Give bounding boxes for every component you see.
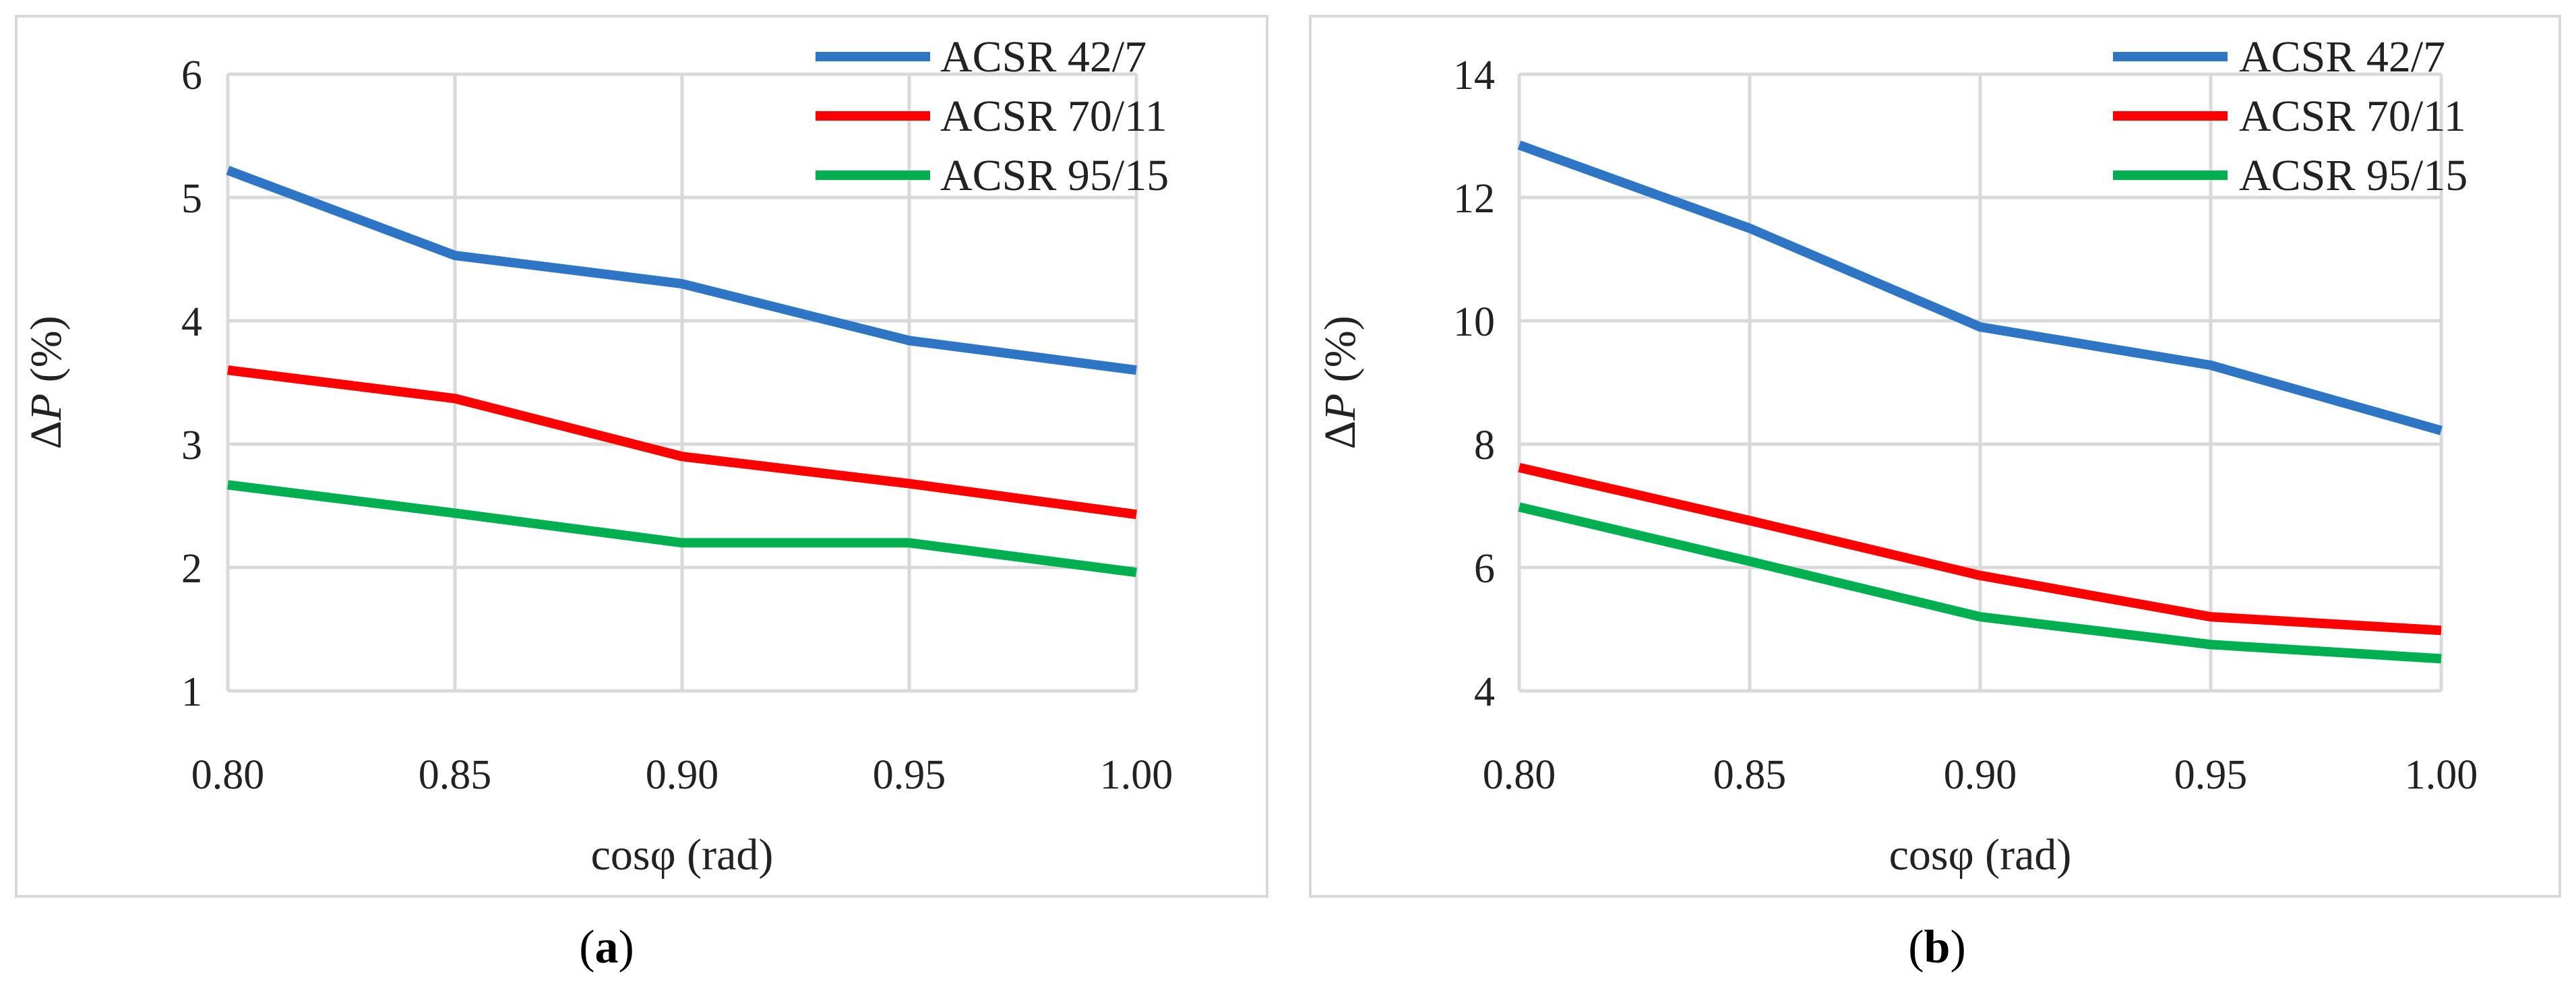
chart-a-caption: (a) bbox=[579, 921, 634, 973]
chart-b-y-axis-title-symbol: P bbox=[1316, 394, 1365, 421]
chart-b-legend-label: ACSR 95/15 bbox=[2239, 151, 2467, 200]
chart-b-xtick-label: 1.00 bbox=[2405, 752, 2478, 798]
chart-a-xtick-label: 0.85 bbox=[419, 752, 492, 798]
chart-a-xtick-label: 0.95 bbox=[873, 752, 946, 798]
chart-b-xtick-label: 0.80 bbox=[1483, 752, 1556, 798]
chart-a-legend-label: ACSR 70/11 bbox=[940, 92, 1167, 141]
chart-a-x-axis-title: cosφ (rad) bbox=[591, 830, 774, 880]
chart-a-ytick-label: 3 bbox=[181, 423, 202, 468]
chart-b-legend: ACSR 42/7 ACSR 70/11 ACSR 95/15 bbox=[2113, 32, 2467, 200]
chart-b-xtick-label: 0.95 bbox=[2174, 752, 2248, 798]
chart-b-xtick-label: 0.85 bbox=[1713, 752, 1787, 798]
chart-a-ytick-label: 5 bbox=[181, 176, 202, 222]
caption-open-paren: ( bbox=[579, 921, 594, 973]
chart-b-ytick-label: 12 bbox=[1453, 176, 1495, 222]
chart-a-ytick-label: 1 bbox=[181, 669, 202, 715]
chart-b-caption: (b) bbox=[1908, 921, 1966, 973]
chart-b-x-axis-title: cosφ (rad) bbox=[1889, 830, 2072, 880]
chart-a-xtick-label: 1.00 bbox=[1100, 752, 1173, 798]
caption-close-paren: ) bbox=[1950, 921, 1965, 973]
chart-a-series-line-2 bbox=[227, 365, 1137, 520]
chart-a-caption-letter: a bbox=[595, 921, 619, 973]
chart-a-legend: ACSR 42/7 ACSR 70/11 ACSR 95/15 bbox=[816, 32, 1169, 200]
chart-a-ytick-label: 4 bbox=[181, 299, 202, 345]
chart-b-ytick-label: 4 bbox=[1474, 669, 1495, 715]
chart-a-legend-label: ACSR 95/15 bbox=[940, 151, 1169, 200]
chart-a-y-axis-title-suffix: (%) bbox=[22, 315, 71, 393]
chart-b-y-axis-title-prefix: Δ bbox=[1316, 421, 1365, 449]
chart-a-ytick-label: 2 bbox=[181, 546, 202, 592]
chart-a-y-axis-title-prefix: Δ bbox=[22, 421, 71, 449]
chart-a-series-line-3 bbox=[227, 480, 1137, 578]
chart-b-legend-label: ACSR 70/11 bbox=[2239, 92, 2466, 141]
chart-a-y-axis-title-symbol: P bbox=[22, 394, 71, 421]
chart-b-ytick-label: 14 bbox=[1453, 53, 1495, 98]
chart-b-caption-letter: b bbox=[1924, 921, 1951, 973]
chart-b-ytick-label: 8 bbox=[1474, 423, 1495, 468]
chart-a-xtick-label: 0.80 bbox=[191, 752, 265, 798]
caption-open-paren: ( bbox=[1908, 921, 1924, 973]
chart-a-xtick-label: 0.90 bbox=[646, 752, 719, 798]
chart-a-y-axis-title: ΔP (%) bbox=[22, 315, 71, 449]
chart-b-legend-label: ACSR 42/7 bbox=[2239, 32, 2445, 82]
chart-b-series-line-1 bbox=[1517, 140, 2443, 435]
chart-b-ytick-label: 6 bbox=[1474, 546, 1495, 592]
chart-a-legend-label: ACSR 42/7 bbox=[940, 32, 1146, 82]
chart-b-y-axis-title: ΔP (%) bbox=[1316, 315, 1365, 449]
chart-b-y-axis-title-suffix: (%) bbox=[1316, 315, 1365, 393]
chart-b-xtick-label: 0.90 bbox=[1944, 752, 2017, 798]
chart-a-frame bbox=[15, 15, 1268, 898]
chart-b-series-line-3 bbox=[1518, 502, 2442, 664]
chart-a-ytick-label: 6 bbox=[181, 53, 202, 98]
chart-a-series-line-1 bbox=[226, 166, 1137, 375]
caption-close-paren: ) bbox=[619, 921, 634, 973]
chart-b-ytick-label: 10 bbox=[1453, 299, 1495, 345]
chart-b-series-line-2 bbox=[1518, 462, 2442, 636]
